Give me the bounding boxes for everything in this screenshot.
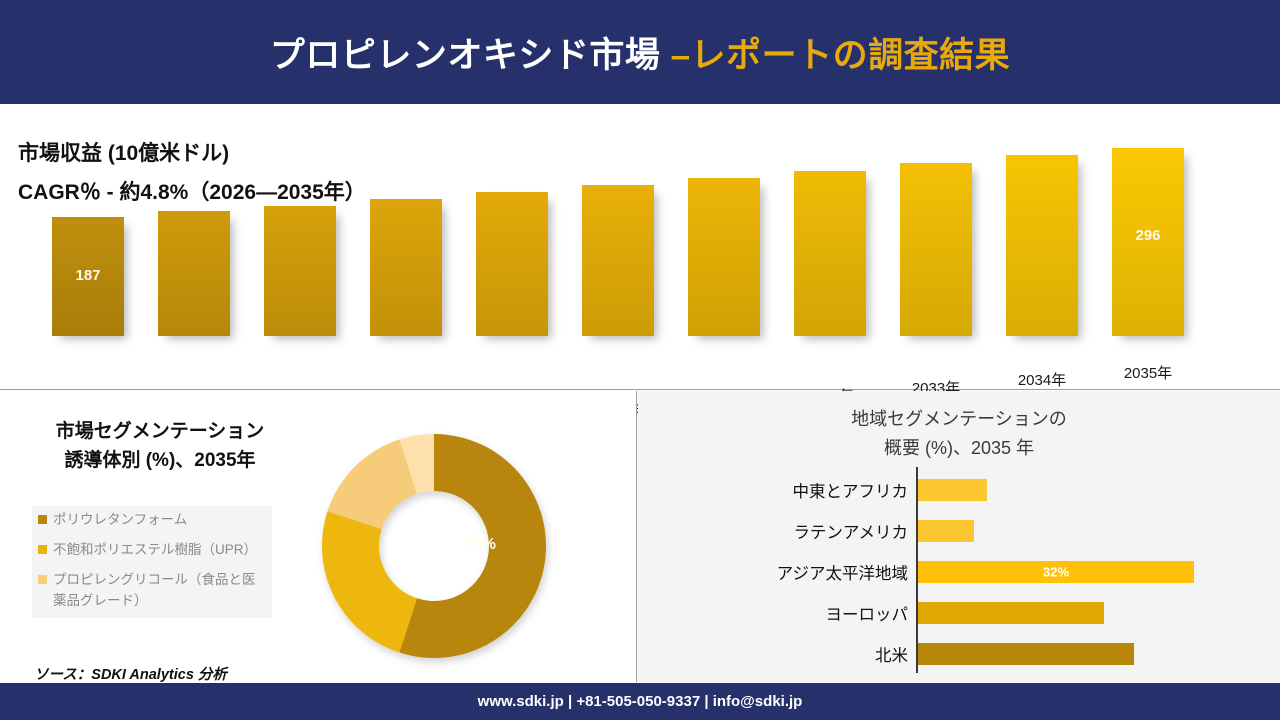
segmentation-legend: ポリウレタンフォーム不飽和ポリエステル樹脂（UPR） プロピレングリコール（食品と… bbox=[32, 506, 272, 618]
donut-slice bbox=[327, 439, 418, 530]
region-bar-category-label: 中東とアフリカ bbox=[792, 482, 909, 501]
region-bar-category-label: ヨーロッパ bbox=[825, 605, 909, 624]
legend-item: プロピレングリコール（食品と医薬品グレード） bbox=[38, 570, 266, 612]
revenue-bar-group: 2033年 bbox=[900, 163, 972, 397]
revenue-bar bbox=[688, 178, 760, 336]
revenue-chart-title: 市場収益 (10億米ドル) bbox=[18, 142, 230, 165]
market-segmentation-panel: 市場セグメンテーション 誘導体別 (%)、2035年 ポリウレタンフォーム不飽和… bbox=[0, 391, 637, 682]
region-bar-row: 中東とアフリカ bbox=[638, 469, 1280, 510]
legend-swatch-icon bbox=[38, 574, 47, 584]
region-title-line1: 地域セグメンテーションの bbox=[851, 409, 1067, 429]
revenue-bar-group: 2030年 bbox=[582, 185, 654, 419]
region-bar-value-label: 32% bbox=[1042, 564, 1070, 579]
revenue-bar-category-label: 2034年 bbox=[1017, 372, 1067, 389]
region-bar-row: ラテンアメリカ bbox=[638, 510, 1280, 551]
legend-item: ポリウレタンフォーム bbox=[38, 510, 266, 531]
regional-segmentation-panel: 地域セグメンテーションの 概要 (%)、2035 年 中東とアフリカ ラテンアメリ… bbox=[638, 391, 1280, 682]
revenue-bar-group: 2032年 bbox=[794, 171, 866, 405]
revenue-bar bbox=[1006, 155, 1078, 336]
region-bar-row: アジア太平洋地域 32% bbox=[638, 551, 1280, 592]
region-title-line2: 概要 (%)、2035 年 bbox=[883, 437, 1035, 458]
revenue-bar bbox=[476, 192, 548, 336]
segmentation-title: 市場セグメンテーション 誘導体別 (%)、2035年 bbox=[0, 417, 320, 476]
revenue-bar-value-label: 296 bbox=[1135, 227, 1161, 244]
revenue-bar bbox=[158, 211, 230, 336]
region-bar-row: ヨーロッパ bbox=[638, 592, 1280, 633]
revenue-bar-group: 2027年 bbox=[264, 206, 336, 440]
revenue-bar: 187 bbox=[52, 217, 124, 336]
segmentation-title-line2: 誘導体別 (%)、2035年 bbox=[64, 450, 256, 472]
region-bar bbox=[918, 601, 1104, 624]
revenue-cagr-subtitle: CAGR％ - 約4.8%（2026―2035年） bbox=[18, 181, 366, 204]
legend-item-label: プロピレングリコール（食品と医薬品グレード） bbox=[53, 571, 256, 608]
revenue-bar bbox=[900, 163, 972, 336]
legend-item-label: 不飽和ポリエステル樹脂（UPR） bbox=[53, 541, 258, 557]
region-bar-row: 北米 bbox=[638, 633, 1280, 674]
page-title: プロピレンオキシド市場 –レポートの調査結果 bbox=[270, 27, 1010, 78]
segmentation-donut-chart: 55% bbox=[312, 424, 556, 668]
revenue-bar-group: 2029年 bbox=[476, 192, 548, 426]
region-chart-title: 地域セグメンテーションの 概要 (%)、2035 年 bbox=[638, 405, 1280, 463]
region-bar bbox=[918, 642, 1134, 665]
source-note: ソース：SDKI Analytics 分析 bbox=[34, 667, 227, 683]
region-bar-category-label: 北米 bbox=[875, 646, 908, 665]
market-revenue-panel: 市場収益 (10億米ドル) CAGR％ - 約4.8%（2026―2035年） … bbox=[0, 104, 1280, 451]
revenue-bar bbox=[264, 206, 336, 336]
revenue-bar-group: 1872025年 bbox=[52, 217, 124, 451]
revenue-bar-group: 296 2035年 bbox=[1112, 148, 1184, 382]
revenue-bar-value-label: 187 bbox=[75, 267, 101, 284]
donut-slice bbox=[399, 434, 434, 494]
revenue-bar-group: 2034年 bbox=[1006, 155, 1078, 389]
revenue-bar bbox=[794, 171, 866, 336]
donut-callout-label: 55% bbox=[464, 536, 497, 553]
legend-swatch-icon bbox=[38, 544, 47, 554]
revenue-bar-chart: 1872025年 2026年 2027年 2028年 2029年 2030年 2031年 20… bbox=[52, 126, 1232, 451]
donut-slice bbox=[399, 434, 546, 658]
revenue-bar-group: 2026年 bbox=[158, 211, 230, 445]
legend-item-label: ポリウレタンフォーム bbox=[53, 512, 188, 527]
footer-banner: www.sdki.jp | +81-505-050-9337 | info@sd… bbox=[0, 683, 1280, 720]
revenue-bar-group: 2031年 bbox=[688, 178, 760, 412]
page-title-main: プロピレンオキシド市場 bbox=[269, 35, 671, 75]
revenue-bar bbox=[582, 185, 654, 336]
region-bar bbox=[918, 478, 987, 501]
revenue-bar-category-label: 2035年 bbox=[1123, 365, 1173, 382]
region-bar-chart: 中東とアフリカ ラテンアメリカアジア太平洋地域 32% ヨーロッパ北米 bbox=[638, 467, 1280, 673]
region-bar bbox=[918, 519, 974, 542]
region-chart-axis bbox=[916, 467, 918, 673]
legend-swatch-icon bbox=[38, 515, 47, 524]
revenue-bar: 296 bbox=[1112, 148, 1184, 336]
donut-svg bbox=[322, 434, 546, 658]
donut-slice bbox=[322, 511, 418, 653]
revenue-bar-group: 2028年 bbox=[370, 199, 442, 433]
revenue-bar bbox=[370, 199, 442, 336]
legend-item: 不飽和ポリエステル樹脂（UPR） bbox=[38, 540, 266, 561]
page-title-accent: –レポートの調査結果 bbox=[670, 35, 1011, 75]
region-bar: 32% bbox=[918, 560, 1194, 583]
footer-contact-text: www.sdki.jp | +81-505-050-9337 | info@sd… bbox=[477, 693, 803, 710]
header-banner: プロピレンオキシド市場 –レポートの調査結果 bbox=[0, 0, 1280, 104]
segmentation-title-line1: 市場セグメンテーション bbox=[55, 421, 265, 442]
region-bar-category-label: アジア太平洋地域 bbox=[776, 564, 908, 583]
region-bar-category-label: ラテンアメリカ bbox=[793, 523, 908, 542]
